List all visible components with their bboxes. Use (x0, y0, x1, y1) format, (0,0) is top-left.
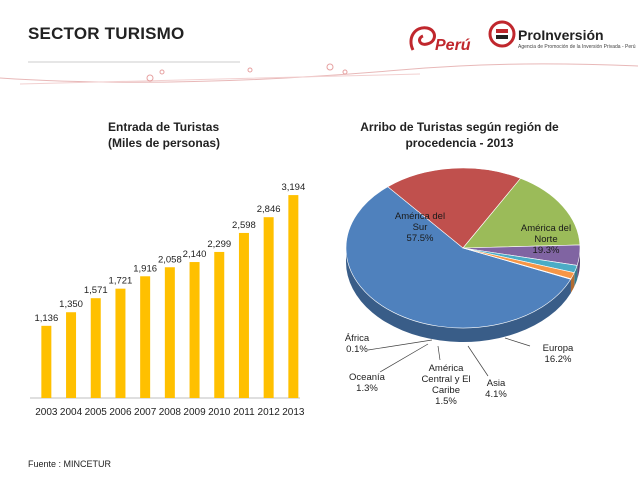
pie-slice (462, 247, 572, 280)
x-tick-label: 2007 (134, 407, 157, 418)
decorative-swirl (0, 61, 638, 85)
pie-chart-title-line1: Arribo de Turistas según región de (360, 120, 559, 134)
bar-chart-title: Entrada de Turistas (Miles de personas) (108, 119, 220, 151)
pie-leader-line (467, 345, 489, 377)
pie-leader-line (379, 343, 429, 373)
bar-2007 (140, 276, 151, 398)
bar-value-label: 2,140 (183, 249, 207, 260)
peru-brand-logo: Perú (409, 26, 471, 54)
bar-value-label: 1,571 (84, 285, 108, 296)
pie-chart-title: Arribo de Turistas según región de proce… (352, 119, 567, 151)
pie-slice (462, 178, 581, 249)
pie-leader-line (367, 339, 433, 351)
proinversion-logo-icon (488, 20, 516, 48)
bar-value-label: 1,916 (133, 263, 157, 274)
page-title: SECTOR TURISMO (28, 24, 185, 43)
bar-value-label: 2,846 (257, 204, 281, 215)
bar-2008 (164, 267, 175, 398)
pie-slice-label: África 0.1% (345, 333, 370, 355)
x-tick-label: 2009 (183, 407, 206, 418)
pie-slice-label: América del Norte 19.3% (521, 223, 571, 256)
proinversion-tagline: Agencia de Promoción de la Inversión Pri… (518, 44, 636, 50)
x-tick-label: 2006 (109, 407, 132, 418)
pie-slice-label: Europa 16.2% (543, 343, 574, 365)
pie-slice-label: América Central y El Caribe 1.5% (421, 363, 470, 407)
pie-slice-side (577, 248, 580, 280)
peru-logo-text: Perú (435, 37, 471, 54)
bar-2006 (115, 288, 126, 398)
bar-2005 (90, 298, 101, 398)
pie-slice (345, 186, 572, 329)
pie-slice-label: Asia 4.1% (485, 378, 507, 400)
bar-2004 (66, 312, 77, 398)
pie-slice-side (574, 265, 578, 287)
bar-value-label: 2,299 (207, 239, 231, 250)
bar-value-label: 3,194 (281, 182, 305, 193)
bar-2013 (288, 195, 299, 398)
x-tick-label: 2003 (35, 407, 58, 418)
bar-2010 (214, 251, 225, 398)
x-tick-label: 2011 (233, 407, 255, 418)
source-note: Fuente : MINCETUR (28, 459, 112, 469)
x-tick-label: 2008 (159, 407, 182, 418)
pie-slice (387, 167, 522, 249)
bar-2011 (238, 232, 249, 398)
bar-value-label: 1,350 (59, 299, 83, 310)
pie-leader-line (504, 337, 531, 347)
bar-chart-title-line1: Entrada de Turistas (108, 120, 220, 134)
bar-chart-title-line2: (Miles de personas) (108, 136, 221, 150)
bar-value-label: 1,136 (34, 313, 58, 324)
pie-slice-side (346, 248, 571, 343)
pie-slice-label: Oceanía 1.3% (349, 372, 386, 394)
pie-chart-title-line2: procedencia - 2013 (405, 136, 514, 150)
bar-value-label: 2,598 (232, 220, 256, 231)
proinversion-name: ProInversión (518, 27, 604, 43)
bar-2012 (263, 217, 274, 398)
x-tick-label: 2012 (258, 407, 281, 418)
x-tick-label: 2004 (60, 407, 83, 418)
bar-value-label: 2,058 (158, 254, 182, 265)
pie-slice-label: América del Sur 57.5% (395, 211, 445, 244)
bar-value-label: 1,721 (109, 276, 133, 287)
bar-2009 (189, 262, 200, 398)
pie-leader-line (437, 345, 441, 361)
x-tick-label: 2005 (85, 407, 108, 418)
x-tick-label: 2010 (208, 407, 231, 418)
x-tick-label: 2013 (282, 407, 305, 418)
bar-2003 (41, 325, 52, 398)
